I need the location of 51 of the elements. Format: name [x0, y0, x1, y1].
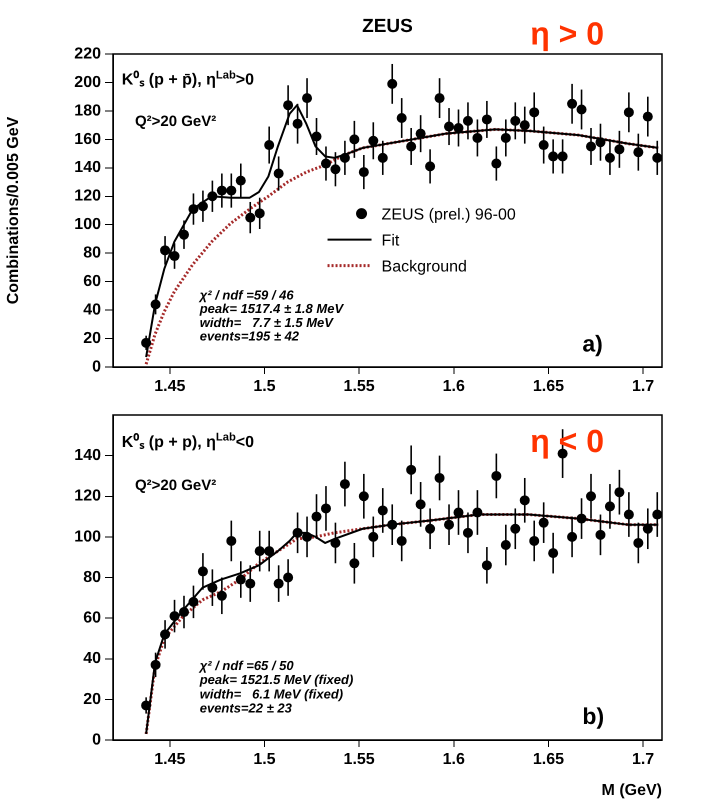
- x-tick-label: 1.5: [253, 378, 276, 396]
- annotation: χ² / ndf =65 / 50: [198, 658, 294, 674]
- annotation: events=22 ± 23: [200, 700, 293, 716]
- y-tick-label: 80: [83, 244, 102, 262]
- text: η > 0: [530, 16, 604, 52]
- y-axis-title: Combinations/0.005 GeV: [5, 116, 22, 304]
- annotation: Q²>20 GeV²: [134, 112, 216, 130]
- x-tick-label: 1.55: [344, 378, 375, 396]
- y-tick-label: 80: [83, 568, 102, 586]
- y-tick-label: 120: [74, 488, 102, 505]
- y-tick-label: 140: [74, 159, 102, 176]
- x-tick-label: 1.5: [253, 751, 276, 768]
- x-tick-label: 1.6: [442, 378, 465, 396]
- y-tick-label: 160: [74, 130, 102, 148]
- x-tick-label: 1.6: [442, 751, 465, 768]
- annotation: width= 7.7 ± 1.5 MeV: [200, 314, 334, 330]
- y-tick-label: 40: [83, 301, 102, 318]
- x-tick-label: 1.45: [154, 751, 186, 768]
- x-tick-label: 1.7: [632, 378, 654, 396]
- x-tick-label: 1.65: [532, 751, 564, 768]
- y-tick-label: 180: [74, 102, 102, 120]
- legend-label: ZEUS (prel.) 96-00: [382, 206, 516, 224]
- y-tick-label: 20: [83, 330, 102, 347]
- x-tick-label: 1.65: [532, 378, 564, 396]
- x-tick-label: 1.45: [154, 378, 186, 396]
- y-tick-label: 140: [74, 447, 102, 464]
- annotation: a): [582, 330, 603, 356]
- y-tick-label: 20: [83, 690, 102, 708]
- x-tick-label: 1.7: [632, 751, 654, 768]
- y-tick-label: 100: [74, 216, 102, 234]
- annotation: width= 6.1 MeV (fixed): [200, 686, 344, 702]
- annotation: events=195 ± 42: [200, 328, 300, 344]
- annotation: Q²>20 GeV²: [134, 476, 216, 494]
- annotation: peak= 1521.5 MeV (fixed): [198, 672, 354, 688]
- chart-title: ZEUS: [362, 16, 413, 37]
- legend-label: Background: [382, 258, 467, 276]
- x-axis-title: M (GeV): [602, 782, 662, 799]
- annotation: peak= 1517.4 ± 1.8 MeV: [198, 301, 344, 316]
- y-tick-label: 60: [83, 273, 102, 290]
- annotation: b): [582, 702, 604, 729]
- y-tick-label: 200: [74, 74, 102, 91]
- x-tick-label: 1.55: [344, 751, 375, 768]
- y-tick-label: 120: [74, 188, 102, 205]
- legend-label: Fit: [382, 232, 400, 250]
- y-tick-label: 40: [83, 650, 102, 668]
- y-tick-label: 0: [92, 358, 102, 376]
- y-tick-label: 0: [92, 731, 102, 748]
- y-tick-label: 220: [74, 45, 102, 62]
- y-tick-label: 60: [83, 610, 102, 627]
- annotation: χ² / ndf =59 / 46: [198, 288, 294, 303]
- y-tick-label: 100: [74, 528, 102, 546]
